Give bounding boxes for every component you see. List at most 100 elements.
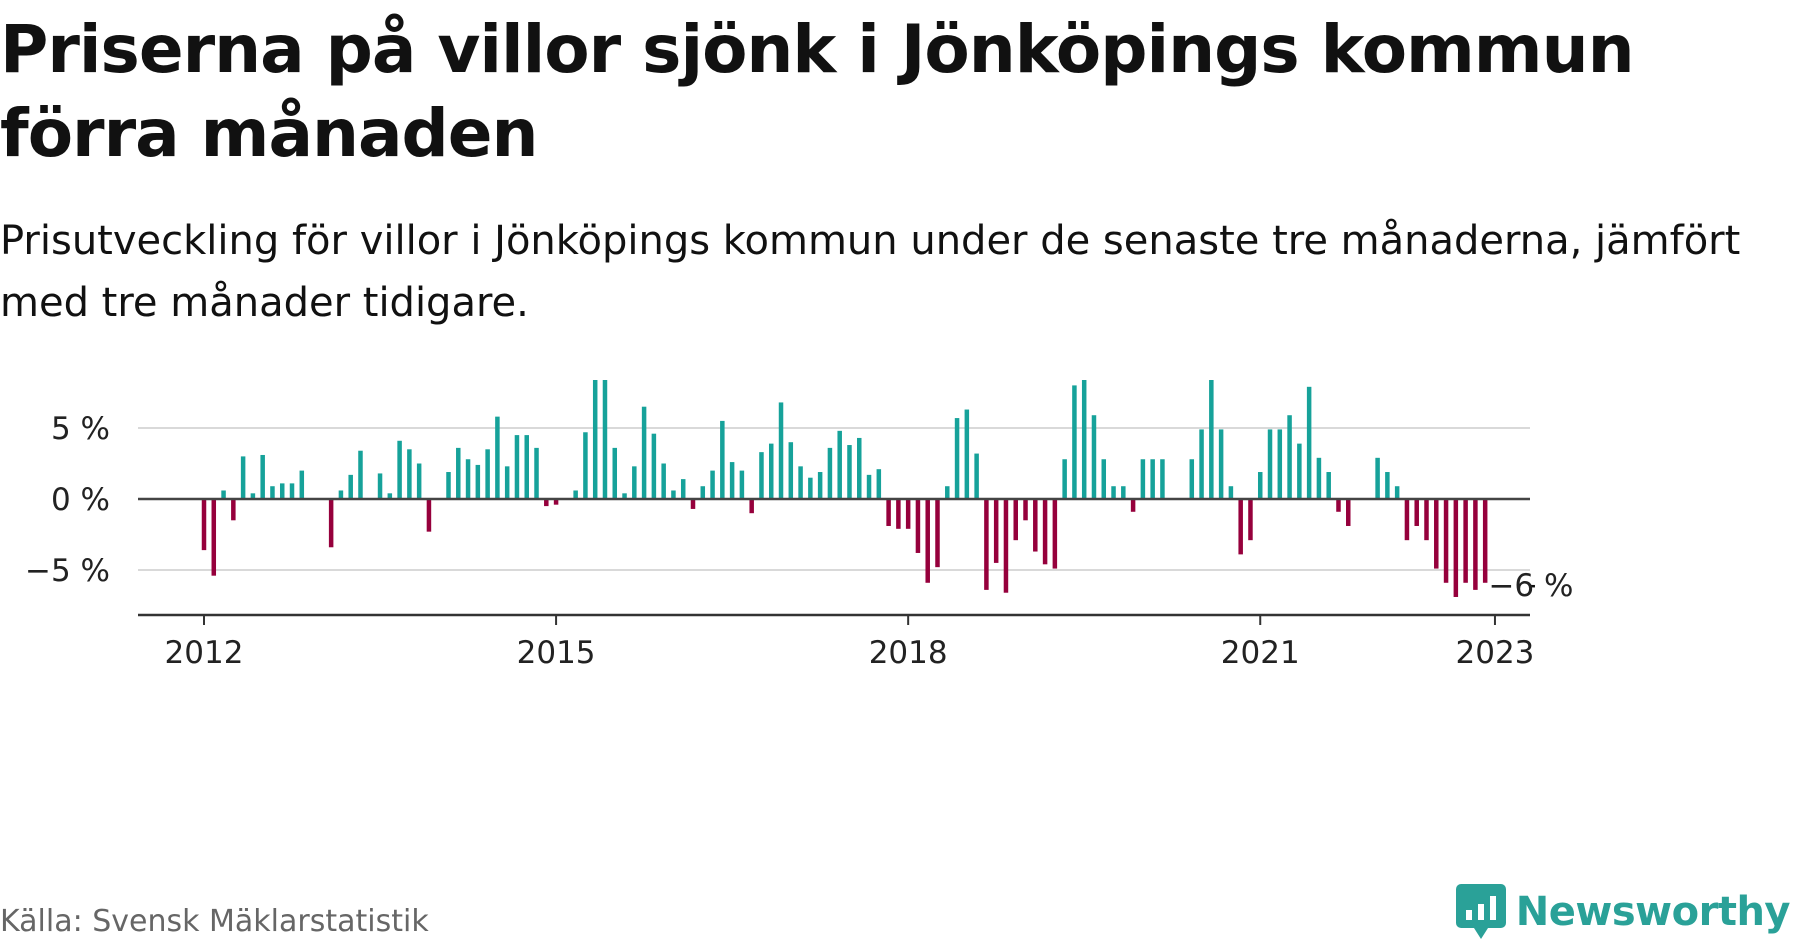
bar bbox=[456, 447, 461, 499]
bar bbox=[1385, 472, 1390, 499]
bar bbox=[886, 499, 891, 526]
bar bbox=[544, 499, 549, 507]
bar bbox=[876, 469, 882, 499]
bar bbox=[485, 449, 490, 499]
bar bbox=[211, 499, 217, 576]
bar bbox=[768, 443, 774, 499]
bar bbox=[671, 490, 676, 499]
grid-lines bbox=[138, 427, 1530, 571]
bar bbox=[1424, 499, 1429, 541]
x-tick-label: 2018 bbox=[869, 635, 948, 671]
bar bbox=[475, 464, 481, 499]
bar bbox=[896, 499, 901, 529]
bar bbox=[710, 470, 715, 499]
bar bbox=[1473, 499, 1478, 590]
bar bbox=[416, 463, 422, 499]
bar bbox=[622, 493, 627, 499]
bar bbox=[925, 499, 930, 583]
bar bbox=[426, 499, 432, 532]
bar bbox=[1287, 415, 1292, 499]
bar bbox=[328, 499, 334, 548]
bar bbox=[1346, 499, 1351, 526]
x-tick-label: 2015 bbox=[517, 635, 596, 671]
bar bbox=[221, 490, 226, 499]
bar bbox=[817, 472, 823, 499]
bar bbox=[573, 490, 578, 499]
bar bbox=[612, 447, 618, 499]
bar bbox=[1482, 499, 1488, 583]
bar bbox=[857, 437, 862, 499]
bar bbox=[1443, 499, 1449, 583]
bar bbox=[1052, 499, 1058, 569]
bar bbox=[289, 483, 295, 499]
bar bbox=[240, 456, 246, 499]
bar bbox=[348, 474, 353, 499]
bar bbox=[524, 435, 529, 499]
bar bbox=[1160, 459, 1165, 499]
bar bbox=[231, 499, 236, 521]
brand-name: Newsworthy bbox=[1515, 889, 1791, 935]
bar bbox=[1140, 459, 1146, 499]
bar bbox=[1248, 499, 1253, 541]
bar bbox=[279, 483, 285, 499]
bar bbox=[866, 474, 872, 499]
bar bbox=[1042, 499, 1048, 565]
bar bbox=[1081, 380, 1087, 499]
y-tick-label: 5 % bbox=[51, 411, 110, 447]
bar bbox=[260, 454, 265, 499]
x-tick-label: 2012 bbox=[165, 635, 244, 671]
bar bbox=[984, 499, 989, 590]
bar bbox=[641, 406, 647, 499]
bar bbox=[778, 402, 784, 499]
bar bbox=[1101, 459, 1107, 499]
bar bbox=[1111, 486, 1116, 499]
y-tick-label: −5 % bbox=[25, 553, 110, 589]
bar bbox=[1150, 459, 1155, 499]
bar bbox=[358, 450, 363, 499]
bar bbox=[661, 463, 666, 499]
bar bbox=[397, 440, 402, 499]
bar bbox=[407, 449, 412, 499]
bar bbox=[446, 472, 451, 499]
bar bbox=[700, 486, 706, 499]
bar bbox=[1326, 472, 1331, 499]
bar bbox=[583, 432, 588, 499]
bar bbox=[680, 479, 686, 499]
bar bbox=[1463, 499, 1468, 583]
bar bbox=[514, 435, 520, 499]
bar bbox=[847, 445, 852, 499]
bar bbox=[1072, 385, 1077, 499]
bar bbox=[602, 380, 608, 499]
bar bbox=[592, 380, 598, 499]
bar bbox=[1316, 457, 1322, 499]
bar bbox=[954, 418, 960, 499]
bar bbox=[201, 499, 207, 551]
bar bbox=[837, 430, 842, 499]
bar bbox=[1209, 380, 1214, 499]
annotation-label: −6 % bbox=[1488, 568, 1573, 604]
bar bbox=[1336, 499, 1341, 512]
bar bbox=[964, 409, 970, 499]
bar bbox=[1091, 415, 1097, 499]
bar bbox=[1238, 499, 1243, 555]
chart-title: Priserna på villor sjönk i Jönköpings ko… bbox=[0, 11, 1635, 172]
bar bbox=[1023, 499, 1028, 521]
bar bbox=[974, 453, 979, 499]
bar bbox=[1434, 499, 1439, 569]
bar bbox=[534, 447, 539, 499]
chart-subtitle: Prisutveckling för villor i Jönköpings k… bbox=[0, 218, 1741, 326]
y-tick-label: 0 % bbox=[51, 482, 110, 518]
bar bbox=[387, 493, 393, 499]
bar bbox=[1306, 386, 1312, 499]
bar bbox=[1267, 429, 1273, 499]
bar bbox=[1189, 459, 1195, 499]
bar bbox=[1013, 499, 1018, 541]
bar bbox=[1404, 499, 1410, 541]
bar bbox=[1394, 486, 1400, 499]
bar bbox=[1062, 459, 1067, 499]
bar bbox=[504, 466, 510, 499]
x-tick-label: 2021 bbox=[1221, 635, 1300, 671]
bar bbox=[1218, 429, 1224, 499]
bar bbox=[495, 416, 500, 499]
